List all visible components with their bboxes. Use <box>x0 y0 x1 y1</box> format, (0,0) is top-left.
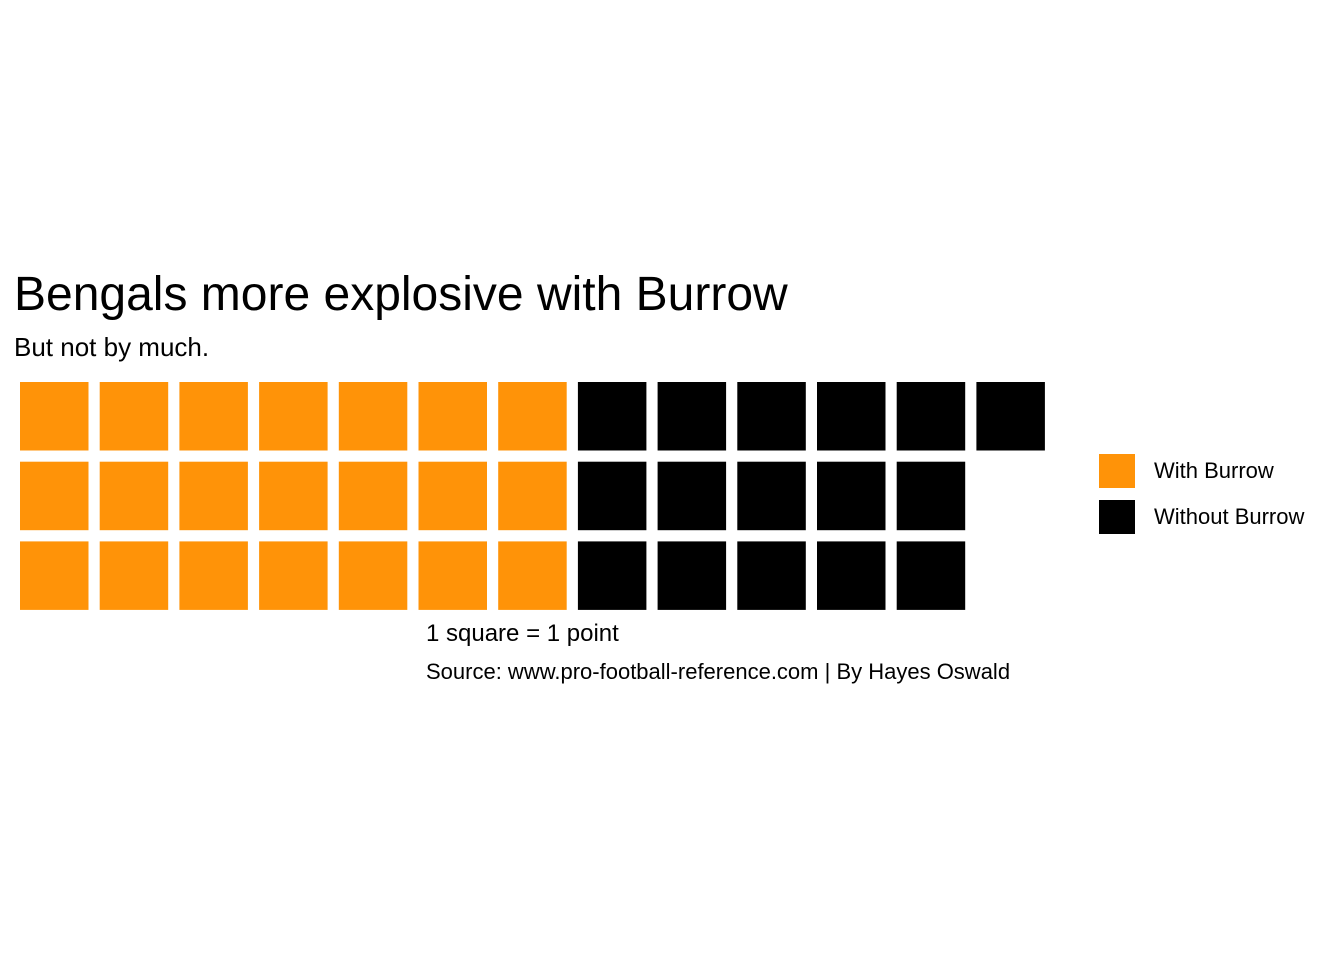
waffle-square-without-burrow <box>737 382 806 451</box>
waffle-square-without-burrow <box>737 541 806 610</box>
waffle-square-with-burrow <box>338 382 408 451</box>
waffle-square-with-burrow <box>498 541 567 610</box>
waffle-square-without-burrow <box>817 382 886 451</box>
waffle-square-without-burrow <box>896 541 966 610</box>
legend-label-without-burrow: Without Burrow <box>1154 504 1305 529</box>
waffle-square-with-burrow <box>179 541 248 610</box>
legend-key-with-burrow <box>1099 454 1135 488</box>
waffle-square-with-burrow <box>179 382 248 451</box>
waffle-square-with-burrow <box>20 382 89 451</box>
legend: With Burrow Without Burrow <box>1099 454 1304 546</box>
waffle-square-with-burrow <box>179 461 248 531</box>
waffle-square-without-burrow <box>577 541 647 610</box>
waffle-square-without-burrow <box>896 461 966 531</box>
legend-key-without-burrow <box>1099 500 1135 534</box>
waffle-square-with-burrow <box>418 382 487 451</box>
waffle-square-with-burrow <box>259 382 328 451</box>
legend-item-without-burrow: Without Burrow <box>1099 500 1304 534</box>
waffle-square-without-burrow <box>896 382 966 451</box>
caption-scale: 1 square = 1 point <box>426 620 619 647</box>
waffle-square-with-burrow <box>418 541 487 610</box>
waffle-square-without-burrow <box>657 382 727 451</box>
waffle-square-with-burrow <box>259 461 328 531</box>
waffle-square-without-burrow <box>817 461 886 531</box>
waffle-square-with-burrow <box>498 382 567 451</box>
waffle-square-without-burrow <box>817 541 886 610</box>
waffle-square-without-burrow <box>577 382 647 451</box>
waffle-square-with-burrow <box>20 541 89 610</box>
waffle-square-without-burrow <box>577 461 647 531</box>
waffle-square-without-burrow <box>737 461 806 531</box>
waffle-square-with-burrow <box>338 461 408 531</box>
waffle-square-with-burrow <box>498 461 567 531</box>
waffle-square-with-burrow <box>259 541 328 610</box>
waffle-square-with-burrow <box>20 461 89 531</box>
legend-label-with-burrow: With Burrow <box>1154 458 1274 483</box>
waffle-square-without-burrow <box>657 541 727 610</box>
chart-subtitle: But not by much. <box>14 332 210 362</box>
waffle-square-with-burrow <box>99 461 169 531</box>
waffle-square-without-burrow <box>976 382 1045 451</box>
legend-item-with-burrow: With Burrow <box>1099 454 1304 488</box>
waffle-square-with-burrow <box>99 541 169 610</box>
waffle-square-with-burrow <box>418 461 487 531</box>
chart-title: Bengals more explosive with Burrow <box>14 268 788 321</box>
waffle-square-with-burrow <box>99 382 169 451</box>
waffle-square-without-burrow <box>657 461 727 531</box>
waffle-square-with-burrow <box>338 541 408 610</box>
caption-source: Source: www.pro-football-reference.com |… <box>426 659 1011 684</box>
